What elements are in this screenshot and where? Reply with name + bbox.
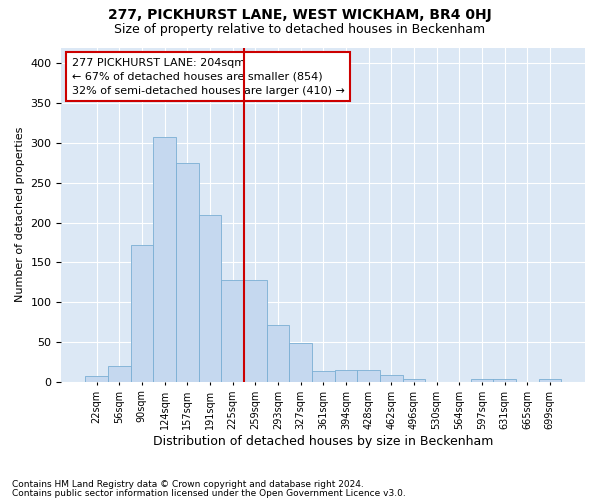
Bar	[539, 378, 561, 382]
Bar	[493, 378, 516, 382]
Bar	[335, 370, 357, 382]
Text: Size of property relative to detached houses in Beckenham: Size of property relative to detached ho…	[115, 22, 485, 36]
X-axis label: Distribution of detached houses by size in Beckenham: Distribution of detached houses by size …	[153, 434, 493, 448]
Text: Contains HM Land Registry data © Crown copyright and database right 2024.: Contains HM Land Registry data © Crown c…	[12, 480, 364, 489]
Bar	[108, 366, 131, 382]
Bar	[403, 378, 425, 382]
Text: 277 PICKHURST LANE: 204sqm
← 67% of detached houses are smaller (854)
32% of sem: 277 PICKHURST LANE: 204sqm ← 67% of deta…	[72, 58, 345, 96]
Y-axis label: Number of detached properties: Number of detached properties	[15, 127, 25, 302]
Bar	[85, 376, 108, 382]
Text: Contains public sector information licensed under the Open Government Licence v3: Contains public sector information licen…	[12, 488, 406, 498]
Bar	[176, 163, 199, 382]
Bar	[244, 280, 266, 382]
Bar	[153, 136, 176, 382]
Bar	[199, 214, 221, 382]
Text: 277, PICKHURST LANE, WEST WICKHAM, BR4 0HJ: 277, PICKHURST LANE, WEST WICKHAM, BR4 0…	[108, 8, 492, 22]
Bar	[289, 343, 312, 382]
Bar	[131, 245, 153, 382]
Bar	[266, 326, 289, 382]
Bar	[470, 378, 493, 382]
Bar	[380, 374, 403, 382]
Bar	[312, 370, 335, 382]
Bar	[357, 370, 380, 382]
Bar	[221, 280, 244, 382]
